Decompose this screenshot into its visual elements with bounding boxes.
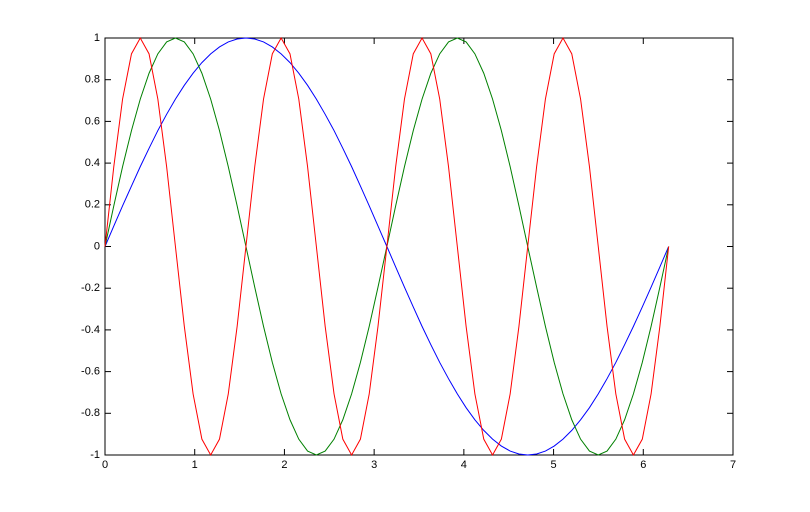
x-tick-label: 3 bbox=[371, 459, 377, 471]
x-tick-label: 2 bbox=[281, 459, 287, 471]
y-tick-label: 0 bbox=[94, 240, 100, 252]
y-tick-label: -0.6 bbox=[81, 366, 100, 378]
y-tick-label: -0.4 bbox=[81, 324, 100, 336]
axes-box bbox=[104, 37, 734, 456]
y-tick-label: 0.8 bbox=[85, 74, 100, 86]
y-tick-label: 1 bbox=[94, 32, 100, 44]
x-tick-label: 6 bbox=[640, 459, 646, 471]
x-tick-label: 4 bbox=[461, 459, 467, 471]
series-line bbox=[104, 36, 670, 457]
x-tick-label: 1 bbox=[192, 459, 198, 471]
y-tick-label: 0.4 bbox=[85, 157, 100, 169]
y-tick-label: -1 bbox=[90, 449, 100, 461]
y-tick-label: 0.2 bbox=[85, 199, 100, 211]
y-tick-label: -0.8 bbox=[81, 407, 100, 419]
x-tick-label: 5 bbox=[551, 459, 557, 471]
y-tick-label: -0.2 bbox=[81, 282, 100, 294]
x-tick-label: 0 bbox=[102, 459, 108, 471]
y-tick-label: 0.6 bbox=[85, 115, 100, 127]
x-tick-label: 7 bbox=[730, 459, 736, 471]
